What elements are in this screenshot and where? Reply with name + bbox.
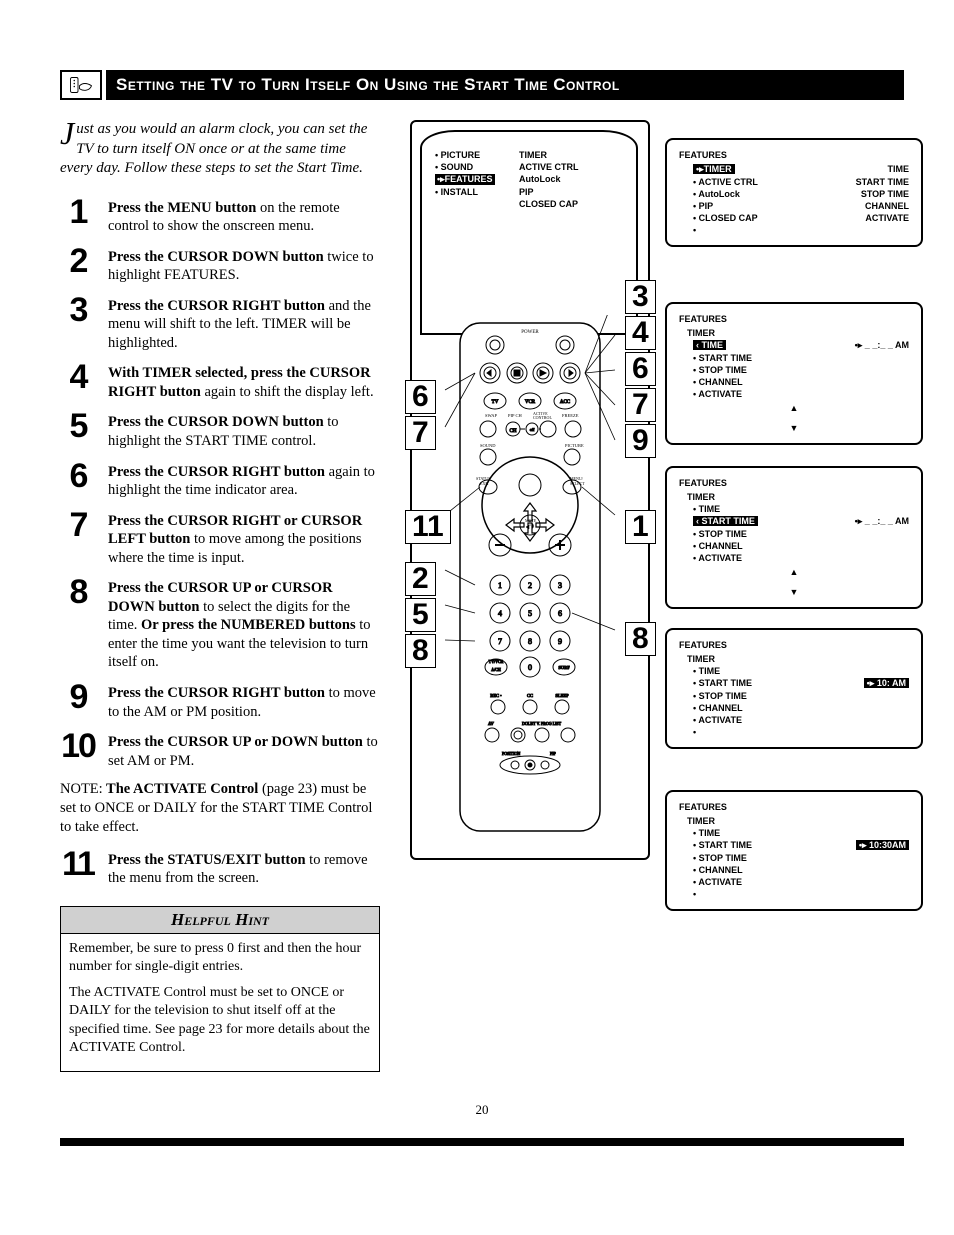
page-number: 20 [60, 1102, 904, 1118]
svg-text:1: 1 [498, 581, 502, 590]
svg-text:DOLBY V. PROG LIST: DOLBY V. PROG LIST [522, 721, 562, 726]
step: 6Press the CURSOR RIGHT button again to … [60, 461, 380, 500]
illustration-column: • PICTURETIMER• SOUNDACTIVE CTRL•▸FEATUR… [410, 120, 904, 980]
step-number: 8 [60, 577, 96, 672]
note-text: NOTE: The ACTIVATE Control (page 23) mus… [60, 780, 380, 837]
step: 5Press the CURSOR DOWN button to highlig… [60, 411, 380, 450]
svg-text:MUTE: MUTE [525, 518, 537, 523]
step-number: 4 [60, 362, 96, 401]
osd-panel: FEATURESTIMERTIME‹ START TIME•▸ _ _:_ _ … [665, 466, 923, 609]
callout-number: 5 [405, 598, 436, 632]
svg-text:8: 8 [528, 637, 532, 646]
svg-text:SURF: SURF [558, 665, 570, 670]
callout-number: 8 [405, 634, 436, 668]
svg-text:2: 2 [528, 581, 532, 590]
callout-number: 2 [405, 562, 436, 596]
callout-number: 7 [405, 416, 436, 450]
svg-text:A/CH: A/CH [491, 667, 501, 672]
step-11: 11 Press the STATUS/EXIT button to remov… [60, 849, 380, 888]
helpful-hint-box: Helpful Hint Remember, be sure to press … [60, 906, 380, 1072]
callout-number: 11 [405, 510, 451, 544]
svg-text:CONTROL: CONTROL [533, 415, 552, 420]
step: 3Press the CURSOR RIGHT button and the m… [60, 295, 380, 353]
svg-text:7: 7 [498, 637, 502, 646]
remote-diagram: POWER TV VCR ACC SWAP PIP [440, 315, 620, 845]
svg-text:PICTURE: PICTURE [565, 443, 584, 448]
step-number: 3 [60, 295, 96, 353]
svg-text:REC •: REC • [490, 693, 502, 698]
step-number: 1 [60, 197, 96, 236]
power-label: POWER [521, 330, 539, 335]
step: 10Press the CURSOR UP or DOWN button to … [60, 731, 380, 770]
intro-text: Just as you would an alarm clock, you ca… [60, 120, 380, 179]
svg-text:9: 9 [558, 637, 562, 646]
svg-text:SWAP: SWAP [485, 413, 498, 418]
osd-panel: FEATURESTIMER‹ TIME•▸ _ _:_ _ AMSTART TI… [665, 302, 923, 445]
svg-text:4: 4 [498, 609, 502, 618]
step: 8Press the CURSOR UP or CURSOR DOWN butt… [60, 577, 380, 672]
title-bar: Setting the TV to Turn Itself On Using t… [60, 70, 904, 100]
step: 4With TIMER selected, press the CURSOR R… [60, 362, 380, 401]
hint-p1: Remember, be sure to press 0 first and t… [69, 940, 371, 976]
svg-text:AV: AV [488, 721, 495, 726]
step-number: 6 [60, 461, 96, 500]
page-title: Setting the TV to Turn Itself On Using t… [106, 70, 904, 100]
svg-text:TV/VCR: TV/VCR [489, 659, 504, 664]
step-number: 5 [60, 411, 96, 450]
svg-text:VCR: VCR [525, 400, 536, 405]
callout-number: 3 [625, 280, 656, 314]
instructions-column: Just as you would an alarm clock, you ca… [60, 120, 380, 1072]
step: 2Press the CURSOR DOWN button twice to h… [60, 246, 380, 285]
svg-text:FREEZE: FREEZE [562, 413, 579, 418]
svg-text:3: 3 [558, 581, 562, 590]
osd-panel: FEATURESTIMERTIMESTART TIME•▸ 10:30AMSTO… [665, 790, 923, 911]
step-number: 11 [60, 849, 96, 888]
svg-text:TV: TV [492, 400, 499, 405]
svg-text:SOUND: SOUND [480, 443, 496, 448]
svg-text:ACC: ACC [560, 400, 571, 405]
osd-panel: FEATURES•▸TIMERTIMEACTIVE CTRLSTART TIME… [665, 138, 923, 247]
callout-number: 6 [625, 352, 656, 386]
callout-number: 8 [625, 622, 656, 656]
svg-text:0: 0 [528, 663, 532, 672]
callout-number: 6 [405, 380, 436, 414]
svg-text:6: 6 [558, 609, 562, 618]
svg-text:SLEEP: SLEEP [555, 693, 569, 698]
remote-hand-icon [60, 70, 102, 100]
step-number: 9 [60, 682, 96, 721]
dropcap: J [60, 120, 76, 147]
svg-text:off: off [530, 427, 535, 432]
step-number: 10 [60, 731, 96, 770]
step-number: 2 [60, 246, 96, 285]
bottom-rule [60, 1138, 904, 1146]
step-number: 7 [60, 510, 96, 568]
svg-text:CH: CH [510, 429, 517, 434]
svg-text:PIP CH: PIP CH [508, 413, 522, 418]
svg-text:POSITION: POSITION [502, 751, 520, 756]
callout-number: 1 [625, 510, 656, 544]
step: 9Press the CURSOR RIGHT button to move t… [60, 682, 380, 721]
step: 1Press the MENU button on the remote con… [60, 197, 380, 236]
svg-text:CC: CC [527, 693, 533, 698]
step: 7Press the CURSOR RIGHT or CURSOR LEFT b… [60, 510, 380, 568]
callout-number: 9 [625, 424, 656, 458]
hint-p2: The ACTIVATE Control must be set to ONCE… [69, 984, 371, 1057]
callout-number: 7 [625, 388, 656, 422]
svg-text:PIP: PIP [550, 751, 557, 756]
steps-list: 1Press the MENU button on the remote con… [60, 197, 380, 771]
tv-menu-overlay: • PICTURETIMER• SOUNDACTIVE CTRL•▸FEATUR… [435, 150, 579, 211]
osd-panel: FEATURESTIMERTIMESTART TIME•▸ 10: AMSTOP… [665, 628, 923, 749]
svg-text:5: 5 [528, 609, 532, 618]
callout-number: 4 [625, 316, 656, 350]
hint-title: Helpful Hint [61, 907, 379, 934]
